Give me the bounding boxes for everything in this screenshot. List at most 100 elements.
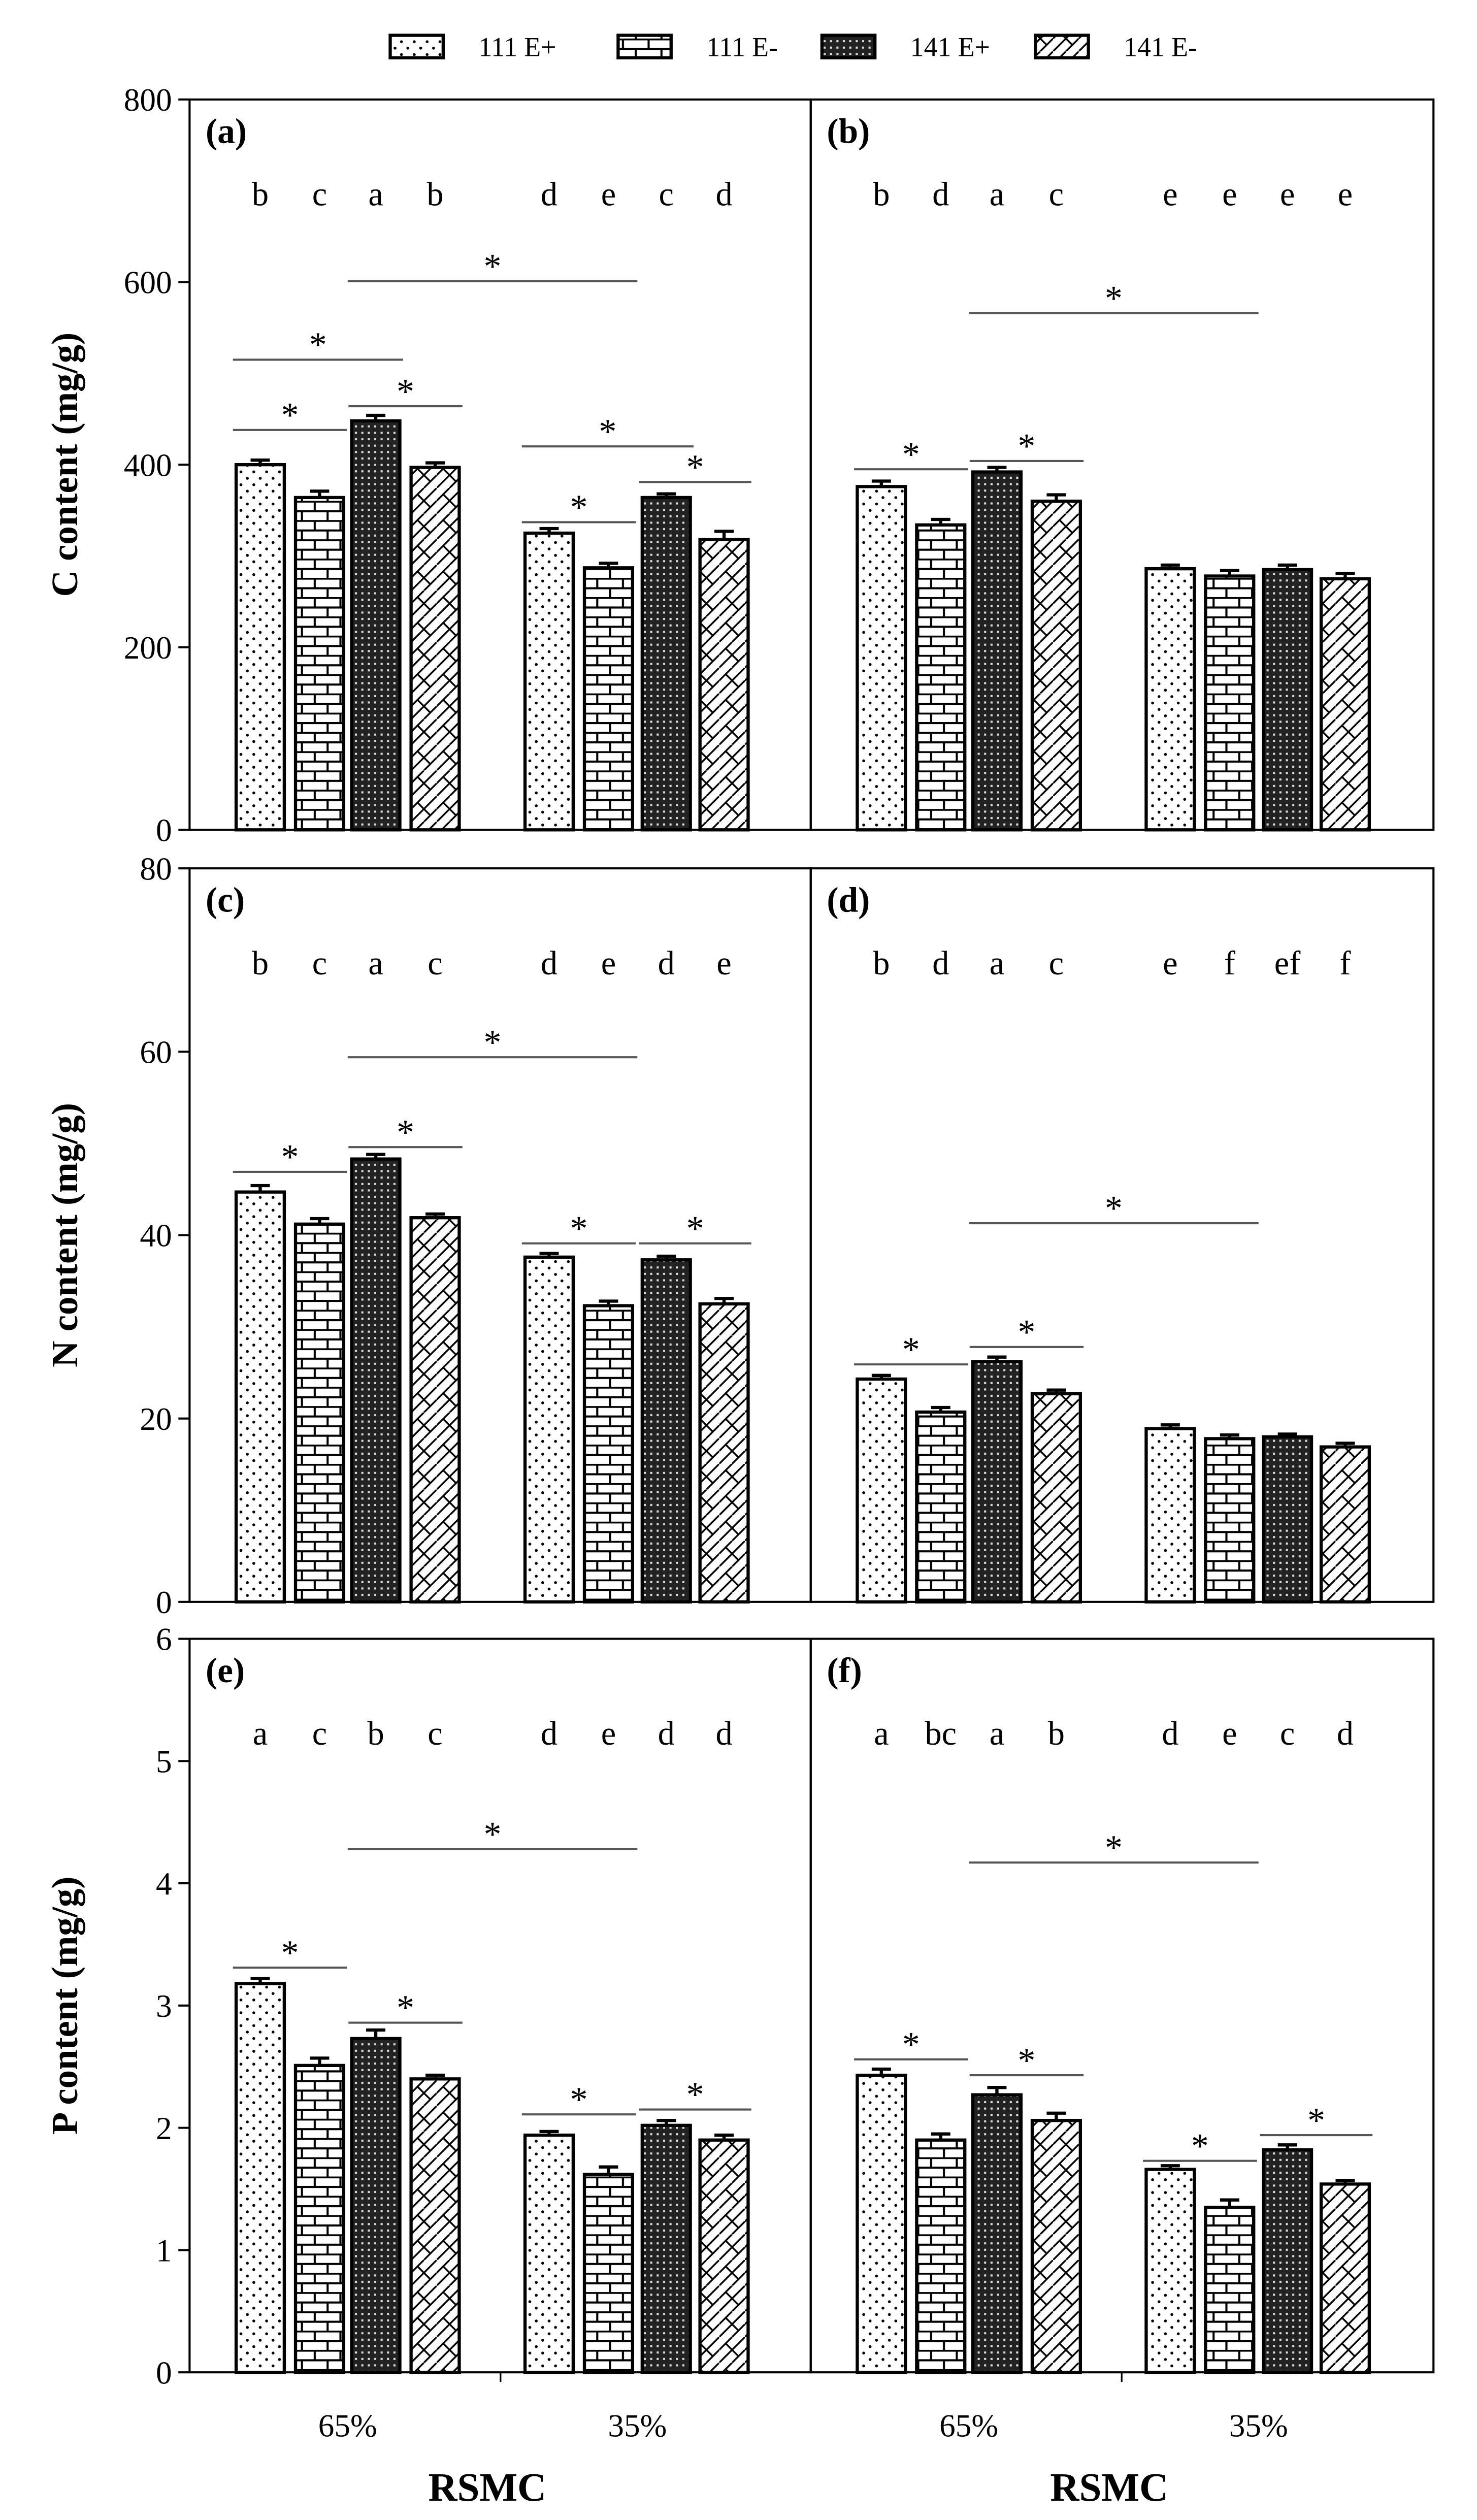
bar-141Eminus-0 <box>409 2077 461 2374</box>
significance-letter: f <box>1339 945 1351 982</box>
bar-141Eminus-1 <box>698 538 750 832</box>
bar-111Eplus-0 <box>856 2073 907 2374</box>
error-bar <box>1046 2111 1066 2121</box>
bar-141Eminus-1 <box>1319 2182 1371 2374</box>
y-tick-label: 80 <box>140 851 172 887</box>
legend-label: 141 E- <box>1124 32 1197 62</box>
y-tick-label: 0 <box>156 2355 172 2391</box>
legend-swatch-crosshatch <box>820 34 877 59</box>
y-tick-label: 800 <box>124 82 172 118</box>
significance-star: * <box>484 247 502 286</box>
bar-111Eplus-1 <box>523 1255 575 1603</box>
error-bar <box>310 1217 330 1224</box>
error-bar <box>250 459 270 465</box>
significance-letter: e <box>601 176 616 213</box>
error-bar <box>987 2086 1007 2095</box>
y-tick-label: 400 <box>124 447 172 483</box>
bar-141Eplus-0 <box>971 2093 1023 2374</box>
bar-111Eplus-1 <box>1144 2168 1196 2374</box>
significance-star: * <box>570 1209 588 1248</box>
bar-141Eminus-0 <box>1030 499 1082 832</box>
significance-star: * <box>484 1023 502 1062</box>
error-bar <box>1046 1388 1066 1394</box>
significance-star: * <box>1018 1313 1036 1352</box>
error-bar <box>1335 2179 1355 2184</box>
significance-star: * <box>281 1934 299 1973</box>
error-bar <box>714 2133 734 2140</box>
error-bar <box>1160 2164 1180 2170</box>
significance-letter: b <box>252 945 269 982</box>
error-bar <box>599 562 618 568</box>
bar-141Eminus-1 <box>1319 577 1371 832</box>
error-bar <box>1335 1442 1355 1447</box>
significance-letter: bc <box>925 1715 957 1752</box>
bar-111Eplus-1 <box>1144 1427 1196 1603</box>
error-bar <box>1277 2143 1297 2150</box>
bar-111Eminus-0 <box>915 523 967 832</box>
error-bar <box>599 2165 618 2175</box>
significance-star: * <box>397 372 414 411</box>
panel-b: (b)b d a c e e e e * * * <box>809 98 1435 832</box>
error-bar <box>1046 493 1066 502</box>
y-tick-label: 20 <box>140 1401 172 1437</box>
panel-label: (f) <box>827 1651 862 1690</box>
significance-star: * <box>902 435 920 474</box>
significance-letter: e <box>1222 176 1237 213</box>
y-tick-label: 60 <box>140 1034 172 1070</box>
significance-star: * <box>1018 427 1036 466</box>
error-bar <box>366 2028 386 2039</box>
significance-letter: c <box>312 945 327 982</box>
bar-111Eplus-1 <box>523 2133 575 2374</box>
error-bar <box>987 1355 1007 1362</box>
panel-label: (a) <box>206 112 247 151</box>
bar-141Eminus-1 <box>1319 1445 1371 1603</box>
significance-letter: c <box>312 1715 327 1752</box>
significance-letter: e <box>716 945 731 982</box>
error-bar <box>310 2056 330 2066</box>
significance-letter: c <box>428 945 442 982</box>
bar-111Eplus-1 <box>523 531 575 832</box>
error-bar <box>1220 569 1239 576</box>
significance-letter: d <box>541 1715 557 1752</box>
significance-letter: d <box>1162 1715 1178 1752</box>
error-bar <box>871 2067 891 2076</box>
significance-letter: c <box>1280 1715 1295 1752</box>
error-bar <box>1335 571 1355 579</box>
bar-141Eminus-1 <box>698 2138 750 2374</box>
legend-swatch-dots <box>388 34 445 59</box>
significance-star: * <box>1307 2101 1325 2140</box>
significance-star: * <box>686 2075 704 2114</box>
bar-111Eminus-1 <box>582 2172 635 2374</box>
error-bar <box>931 1405 950 1413</box>
significance-star: * <box>1191 2126 1209 2166</box>
significance-star: * <box>686 1209 704 1248</box>
significance-star: * <box>1105 1189 1123 1228</box>
significance-star: * <box>902 2025 920 2064</box>
error-bar <box>1160 1423 1180 1429</box>
significance-letter: b <box>1048 1715 1065 1752</box>
significance-letter: e <box>1163 945 1177 982</box>
bar-141Eplus-1 <box>640 496 692 832</box>
error-bar <box>871 1373 891 1380</box>
bar-141Eplus-0 <box>350 2037 402 2374</box>
y-tick-label: 6 <box>156 1622 172 1657</box>
error-bar <box>425 1212 445 1218</box>
significance-letter: b <box>367 1715 384 1752</box>
bar-141Eplus-1 <box>1262 2148 1314 2374</box>
error-bar <box>1160 563 1180 569</box>
significance-star: * <box>1105 1828 1123 1868</box>
panel-label: (d) <box>827 881 870 920</box>
significance-letter: b <box>873 176 890 213</box>
bar-141Eplus-0 <box>971 470 1023 832</box>
significance-star: * <box>599 412 616 451</box>
error-bar <box>425 2073 445 2079</box>
panel-c: (c) 0 20 40 60 80 N content (mg/g) b c a c d e d e * * * *… <box>44 851 812 1620</box>
significance-star: * <box>1105 279 1123 318</box>
significance-letter: a <box>990 176 1004 213</box>
significance-letter: c <box>428 1715 442 1752</box>
significance-star: * <box>570 488 588 527</box>
error-bar <box>931 2132 950 2140</box>
significance-letter: d <box>541 176 557 213</box>
